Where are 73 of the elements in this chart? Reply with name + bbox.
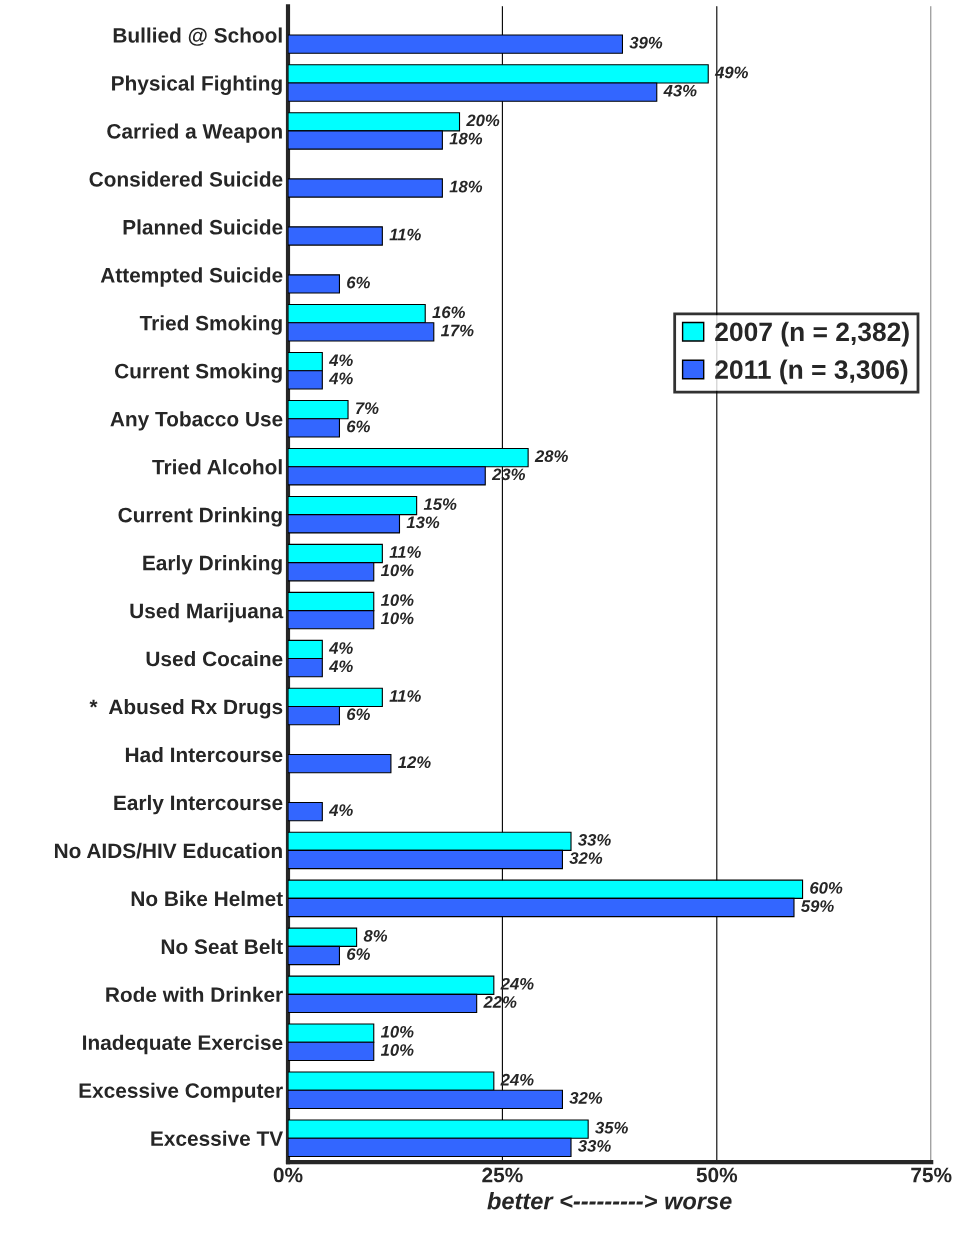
y-tick-label: Used Marijuana [130,603,284,623]
y-tick-label: No Bike Helmet [131,890,283,907]
data-label: 10% [380,594,414,606]
y-tick-label: Current Smoking [115,363,282,383]
data-label: 32% [569,852,603,865]
y-tick-label: Attempted Suicide [100,267,283,287]
y-tick-label: Bullied @ School [113,27,282,46]
data-label: 16% [432,306,465,319]
data-label: 39% [629,36,663,49]
data-label: 18% [449,132,483,145]
y-tick-label: Current Drinking [118,507,282,527]
data-label: 28% [534,450,568,463]
bar [288,753,392,774]
y-tick-label: Considered Suicide [89,171,283,187]
data-label: 4% [328,642,353,654]
y-tick-label: Early Intercourse [114,794,283,815]
y-tick-label: Inadequate Exercise [83,1034,283,1055]
bar [288,226,383,246]
data-label: 12% [398,756,431,769]
y-tick-label: Excessive TV [151,1130,284,1146]
data-label: 33% [578,833,611,846]
y-tick-label: Carried a Weapon [107,123,282,143]
x-tick-label: 0% [273,1167,303,1183]
bar [288,801,323,822]
data-label: 32% [569,1092,603,1104]
data-label: 33% [578,1140,611,1152]
data-label: 20% [466,114,500,127]
y-tick-label: Planned Suicide [123,219,283,235]
y-tick-label: Had Intercourse [125,746,283,763]
data-label: 6% [347,420,370,433]
data-label: 35% [595,1121,628,1134]
y-tick-label: No AIDS/HIV Education [54,842,282,859]
x-tick-label: 50% [696,1167,738,1183]
y-tick-label: Tried Smoking [139,315,282,335]
bar [288,178,443,198]
data-label: 43% [663,84,697,97]
data-label: 10% [380,1025,414,1038]
data-label: 11% [389,228,421,241]
x-tick-label: 25% [482,1167,523,1183]
data-label: 4% [328,804,353,816]
legend-label: 2007 (n = 2,382) [715,321,909,347]
x-axis-title: better <---------> worse [487,1192,732,1210]
x-tick-label: 75% [911,1167,952,1183]
data-label: 60% [810,881,843,894]
data-label: 6% [347,276,370,289]
y-tick-label: Any Tobacco Use [110,411,283,431]
data-label: 4% [328,660,353,673]
bar [288,274,341,294]
y-tick-label: Rode with Drinker [106,986,283,1003]
data-label: 10% [380,1044,414,1056]
legend-label: 2011 (n = 3,306) [715,359,908,385]
data-label: 18% [449,180,483,193]
y-tick-label: Tried Alcohol [152,459,282,475]
data-label: 10% [380,564,414,577]
data-label: 4% [328,372,353,385]
data-label: 8% [363,929,388,942]
data-label: 10% [380,612,414,625]
data-label: 6% [347,708,370,721]
data-label: 15% [423,498,457,511]
y-tick-label: Early Drinking [143,555,282,575]
data-label: 17% [440,324,474,337]
y-tick-label: Physical Fighting [112,75,282,95]
data-label: 6% [347,948,370,960]
data-label: 7% [356,402,379,415]
data-label: 13% [406,516,440,529]
data-label: 11% [389,690,421,702]
data-label: 59% [801,900,834,912]
y-tick-label: Excessive Computer [79,1082,283,1103]
y-tick-label: No Seat Belt [161,938,283,955]
data-label: 11% [389,546,421,558]
y-tick-label: * Abused Rx Drugs [89,698,283,719]
y-tick-label: Used Cocaine [146,651,283,667]
data-label: 4% [328,354,353,367]
